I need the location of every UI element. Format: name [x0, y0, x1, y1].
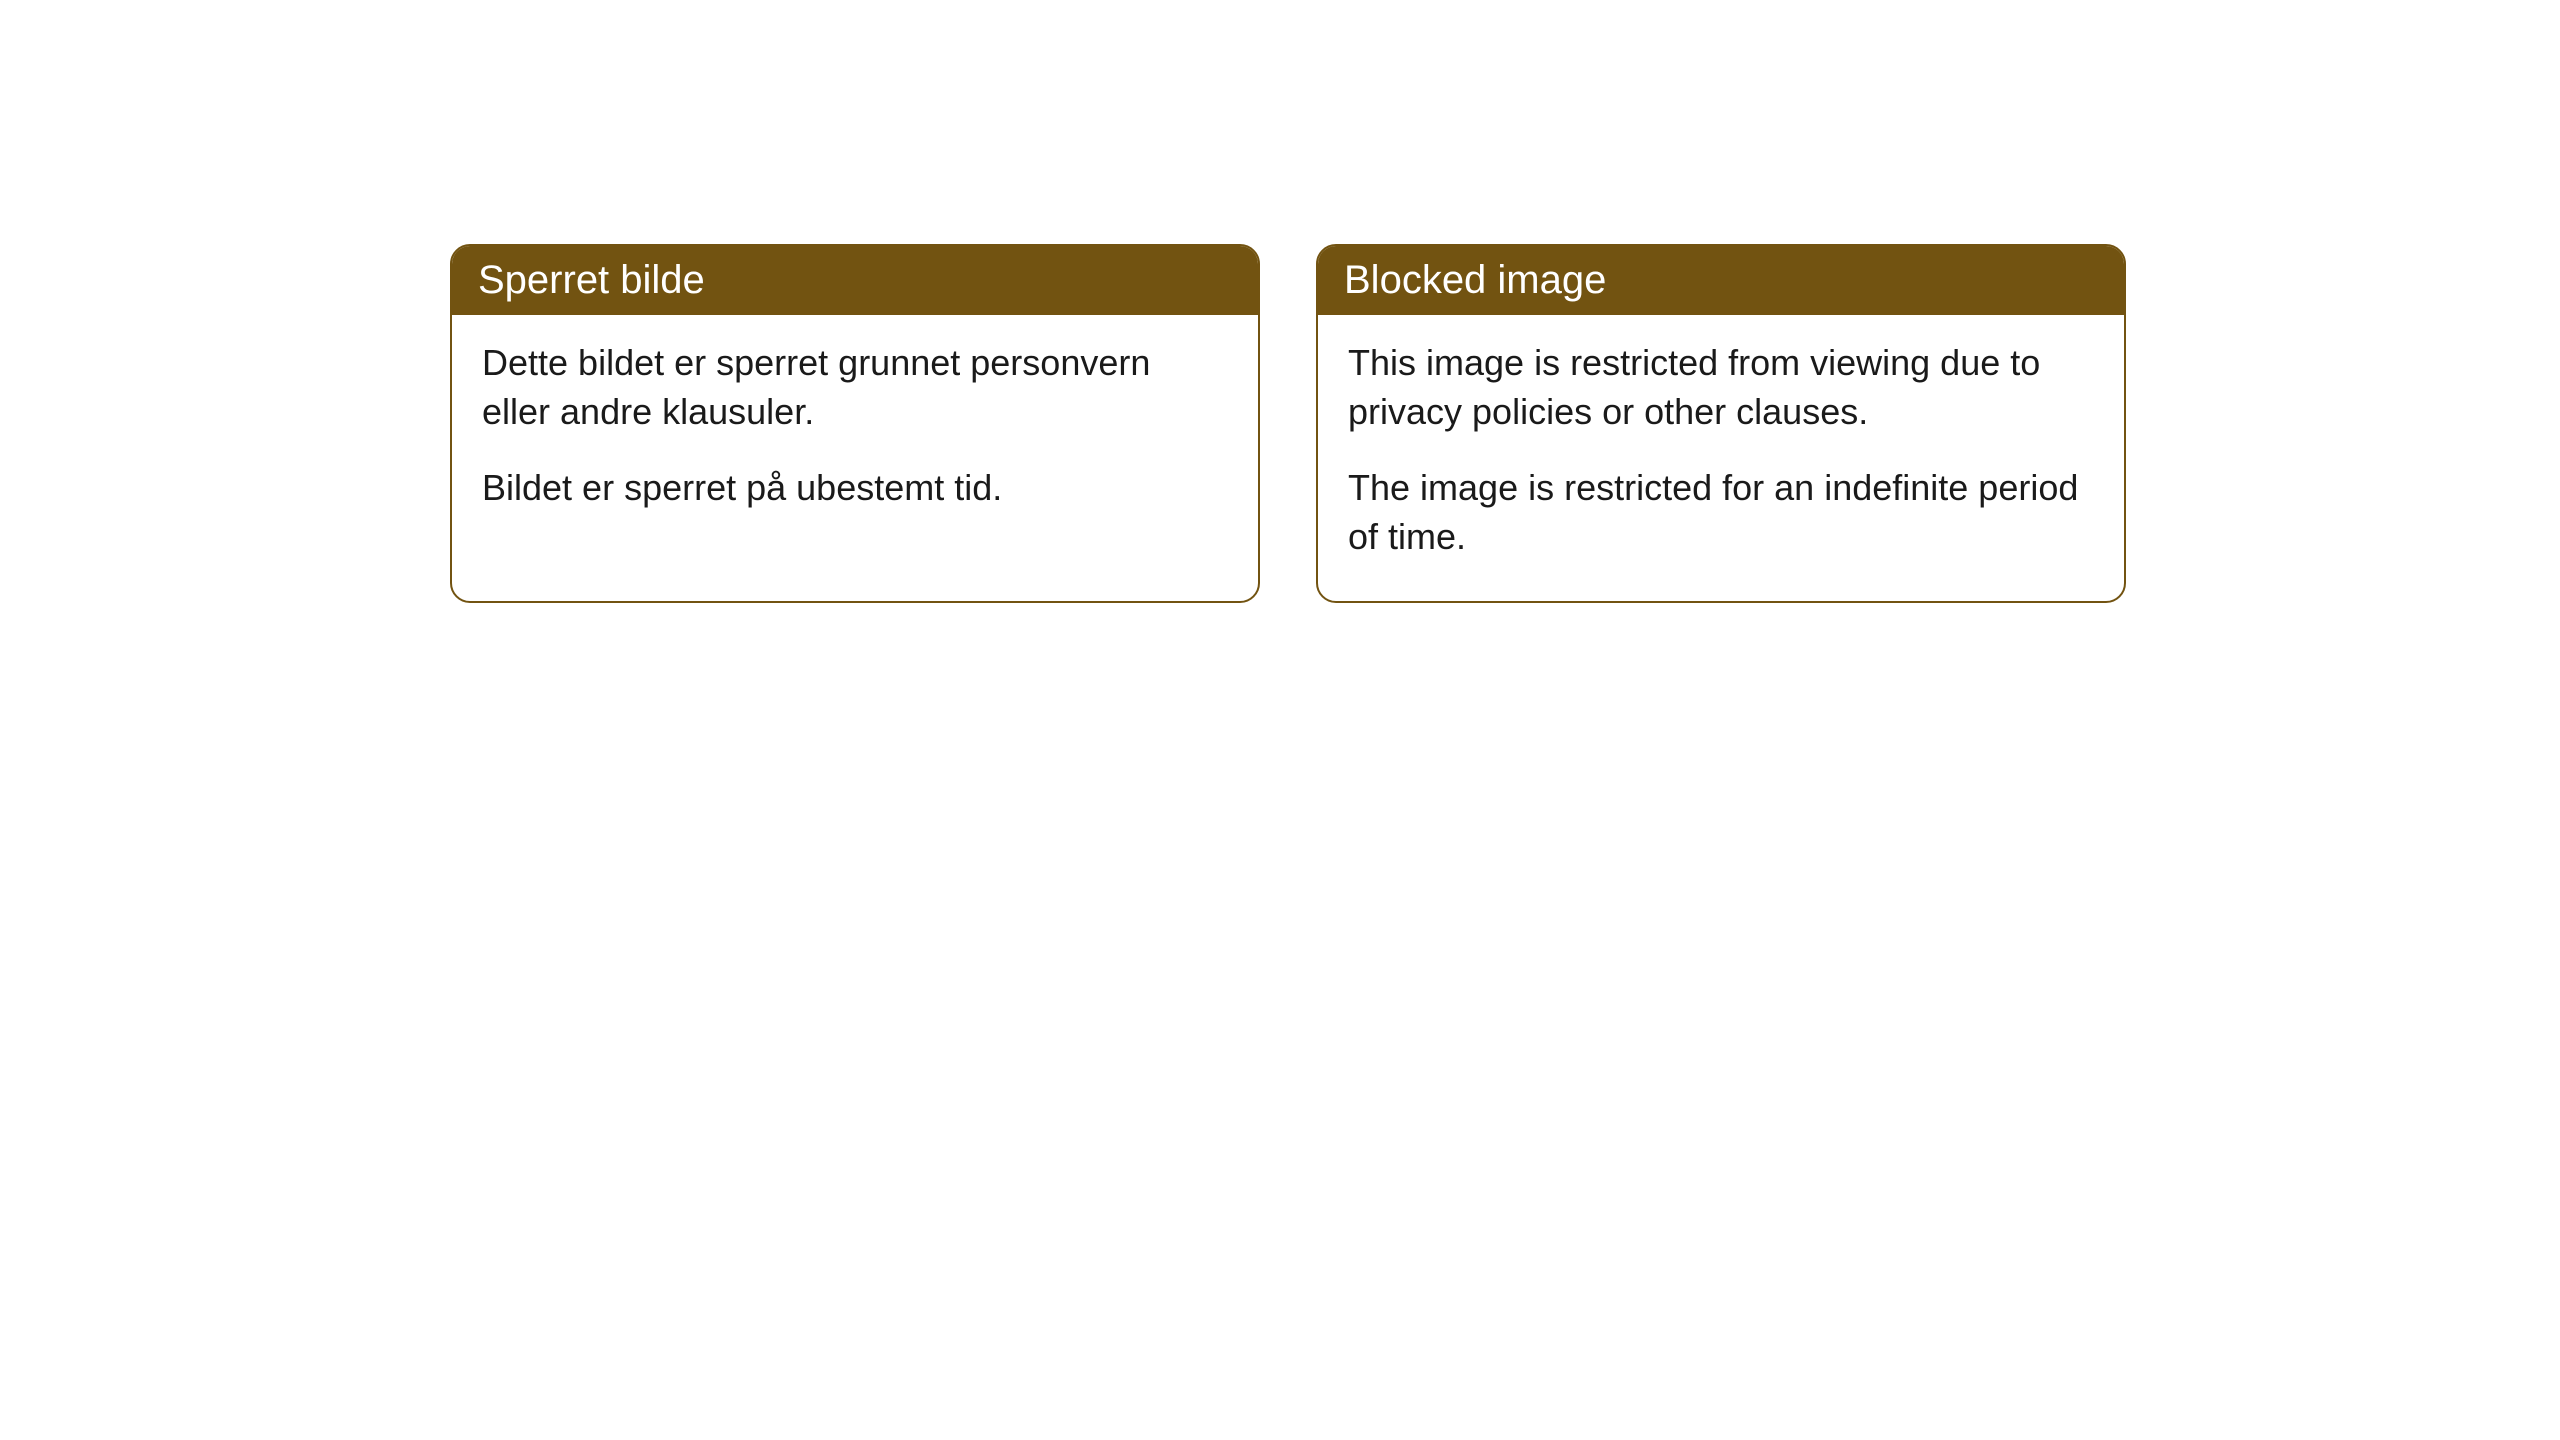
card-title: Sperret bilde [478, 258, 705, 302]
card-header: Sperret bilde [452, 246, 1258, 315]
blocked-image-card-english: Blocked image This image is restricted f… [1316, 244, 2126, 603]
card-body: This image is restricted from viewing du… [1318, 315, 2124, 601]
card-paragraph: The image is restricted for an indefinit… [1348, 464, 2094, 561]
card-paragraph: This image is restricted from viewing du… [1348, 339, 2094, 436]
card-paragraph: Dette bildet er sperret grunnet personve… [482, 339, 1228, 436]
card-header: Blocked image [1318, 246, 2124, 315]
blocked-image-card-norwegian: Sperret bilde Dette bildet er sperret gr… [450, 244, 1260, 603]
card-paragraph: Bildet er sperret på ubestemt tid. [482, 464, 1228, 513]
notice-cards-container: Sperret bilde Dette bildet er sperret gr… [0, 0, 2560, 603]
card-body: Dette bildet er sperret grunnet personve… [452, 315, 1258, 553]
card-title: Blocked image [1344, 258, 1606, 302]
